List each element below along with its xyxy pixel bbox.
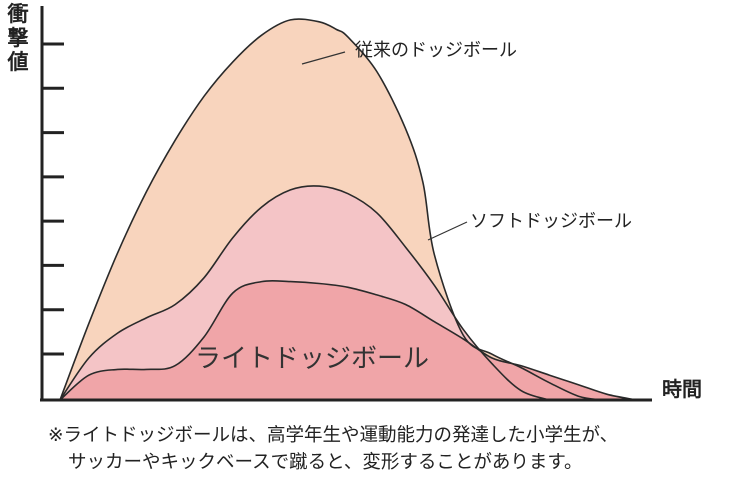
- area-light-dodgeball: [60, 280, 636, 400]
- footnote-line-1: ※ライトドッジボールは、高学年生や運動能力の発達した小学生が、: [48, 425, 619, 446]
- footnote: ※ライトドッジボールは、高学年生や運動能力の発達した小学生が、 サッカーやキック…: [48, 422, 738, 476]
- y-axis-label: 衝撃値: [7, 2, 29, 74]
- series-label-light-dodgeball: ライトドッジボール: [195, 344, 429, 374]
- series-label-traditional-dodgeball: 従来のドッジボール: [355, 40, 517, 61]
- leader-line-soft: [427, 221, 468, 241]
- chart-areas: [60, 19, 636, 401]
- impact-chart: ライトドッジボール 従来のドッジボール ソフトドッジボール 時間: [40, 6, 702, 402]
- chart-axes: [40, 6, 652, 402]
- line-light-dodgeball: [59, 279, 637, 401]
- series-label-soft-dodgeball: ソフトドッジボール: [470, 211, 632, 232]
- line-traditional-dodgeball: [59, 18, 602, 401]
- leader-line-traditional: [301, 51, 346, 65]
- line-soft-dodgeball: [59, 185, 550, 401]
- footnote-line-2: サッカーやキックベースで蹴ると、変形することがあります。: [68, 452, 583, 473]
- x-axis-label: 時間: [662, 377, 702, 401]
- chart-outlines: [59, 18, 637, 401]
